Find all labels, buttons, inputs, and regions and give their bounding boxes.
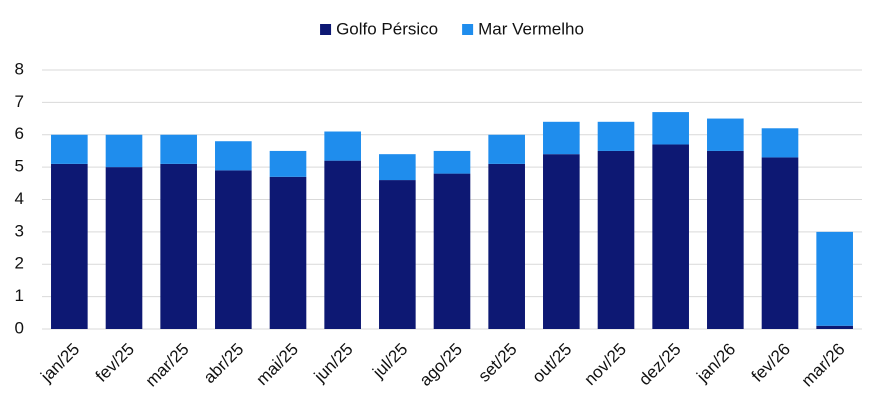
y-tick-label: 0 xyxy=(15,318,24,337)
bar-segment xyxy=(707,118,744,151)
bar-segment xyxy=(379,154,416,181)
bar-segment xyxy=(433,173,471,329)
bar-segment xyxy=(324,131,361,161)
legend-label: Golfo Pérsico xyxy=(336,19,438,38)
bar-segment xyxy=(652,144,689,329)
bar-segment xyxy=(761,157,799,329)
bar-segment xyxy=(488,134,525,164)
x-tick-label: jan/25 xyxy=(36,340,83,387)
legend-label: Mar Vermelho xyxy=(478,19,584,38)
bar-segment xyxy=(488,163,525,329)
bar-segment xyxy=(652,112,689,145)
bar-segment xyxy=(433,150,471,174)
bar-segment xyxy=(379,180,416,329)
x-tick-label: mar/25 xyxy=(142,340,193,391)
x-tick-label: ago/25 xyxy=(416,340,466,390)
bar-segment xyxy=(51,134,88,164)
legend: Golfo Pérsico Mar Vermelho xyxy=(320,19,584,38)
x-tick-label: jun/25 xyxy=(310,340,357,387)
y-tick-label: 8 xyxy=(15,59,24,78)
bar-segment xyxy=(269,150,307,177)
y-tick-label: 6 xyxy=(15,124,24,143)
y-tick-label: 4 xyxy=(15,189,24,208)
bar-segment xyxy=(269,176,307,329)
x-tick-label: nov/25 xyxy=(580,340,630,390)
bar-segment xyxy=(543,154,580,329)
bar-segment xyxy=(816,325,853,329)
x-tick-label: set/25 xyxy=(474,340,520,386)
x-tick-label: jan/26 xyxy=(692,340,739,387)
y-tick-label: 1 xyxy=(15,286,24,305)
legend-item: Mar Vermelho xyxy=(462,19,584,38)
legend-swatch xyxy=(462,24,474,35)
x-tick-label: dez/25 xyxy=(635,340,685,390)
bar-segment xyxy=(105,134,143,168)
x-tick-label: out/25 xyxy=(528,340,575,387)
y-tick-label: 5 xyxy=(15,157,24,176)
bar-segment xyxy=(816,231,853,326)
bar-segment xyxy=(761,128,799,158)
x-tick-label: mar/26 xyxy=(798,340,849,391)
bar-segment xyxy=(160,134,197,164)
bar-segment xyxy=(324,160,361,329)
bar-segment xyxy=(105,167,143,329)
x-tick-label: fev/26 xyxy=(748,340,794,386)
bar-segment xyxy=(215,141,252,171)
bar-segment xyxy=(160,163,197,329)
y-tick-label: 3 xyxy=(15,221,24,240)
x-tick-label: mai/25 xyxy=(252,340,302,390)
bar-segment xyxy=(597,150,635,329)
bar-segment xyxy=(707,150,744,329)
x-tick-label: abr/25 xyxy=(200,340,248,388)
legend-swatch xyxy=(320,24,332,35)
bar-segment xyxy=(597,121,635,151)
legend-item: Golfo Pérsico xyxy=(320,19,438,38)
bar-segment xyxy=(51,163,88,329)
bar-segment xyxy=(215,170,252,329)
y-tick-label: 2 xyxy=(15,254,24,273)
x-tick-label: jul/25 xyxy=(368,340,411,383)
bar-segment xyxy=(543,121,580,155)
x-tick-label: fev/25 xyxy=(92,340,138,386)
y-tick-label: 7 xyxy=(15,92,24,111)
